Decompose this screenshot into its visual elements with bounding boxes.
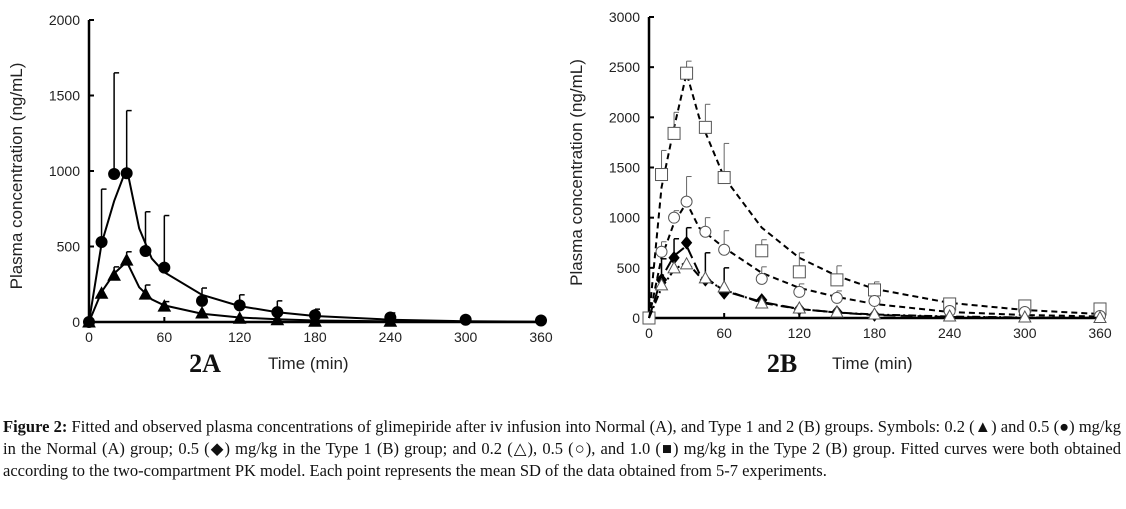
data-point-circle [535, 314, 547, 327]
y-tick-label: 2000 [609, 109, 640, 125]
data-point-triangle [195, 305, 209, 319]
y-tick-label: 1500 [609, 160, 640, 176]
data-point-circle [108, 168, 121, 181]
y-tick-label: 0 [72, 314, 80, 330]
x-tick-label: 0 [645, 325, 653, 341]
data-point-circle [139, 245, 152, 258]
data-point-circle [120, 167, 133, 180]
data-point-square [698, 120, 712, 134]
data-point-square [667, 126, 681, 140]
data-point-square [830, 273, 844, 287]
data-point-circle [668, 211, 681, 224]
panel-label: 2B [767, 349, 797, 378]
data-point-square [755, 244, 769, 258]
x-tick-label: 60 [157, 329, 173, 345]
data-point-triangle [308, 314, 322, 327]
data-point-triangle [138, 287, 153, 300]
data-point-circle [793, 285, 806, 298]
x-axis-label: Time (min) [268, 354, 349, 373]
data-point-triangle [270, 312, 285, 326]
y-tick-label: 0 [632, 310, 640, 326]
data-point-triangle [94, 286, 109, 299]
x-tick-label: 300 [454, 329, 478, 345]
data-point-circle [718, 243, 731, 256]
y-tick-label: 1000 [609, 210, 640, 226]
data-point-square [680, 66, 694, 80]
fitted-curve [648, 72, 1101, 319]
data-point-circle [233, 299, 246, 312]
y-axis-label: Plasma concentration (ng/mL) [7, 63, 26, 290]
fitted-curve [88, 164, 542, 323]
data-point-triangle [82, 314, 96, 328]
y-tick-label: 500 [617, 260, 641, 276]
data-point-triangle [698, 270, 713, 284]
y-tick-label: 1000 [49, 163, 80, 179]
data-point-triangle [754, 295, 769, 309]
data-point-square [717, 171, 731, 185]
data-point-triangle [942, 308, 957, 322]
x-tick-label: 360 [529, 329, 553, 345]
x-tick-label: 240 [938, 325, 962, 341]
data-point-circle [655, 245, 668, 258]
x-tick-label: 240 [379, 329, 403, 345]
x-tick-label: 180 [303, 329, 327, 345]
x-tick-label: 0 [85, 329, 93, 345]
caption-text: Fitted and observed plasma concentration… [3, 417, 1121, 480]
data-point-circle [680, 195, 693, 208]
data-point-circle [196, 294, 208, 307]
panel-label: 2A [189, 349, 221, 378]
x-tick-label: 360 [1088, 325, 1112, 341]
data-point-triangle [157, 299, 172, 312]
data-point-square [655, 168, 669, 182]
y-tick-label: 2000 [49, 12, 80, 28]
caption-label: Figure 2: [3, 417, 68, 436]
data-point-circle [830, 291, 843, 304]
y-tick-label: 1500 [49, 88, 80, 104]
x-tick-label: 180 [863, 325, 887, 341]
y-tick-label: 2500 [609, 59, 640, 75]
fitted-curve [88, 259, 542, 323]
data-point-triangle [232, 311, 247, 324]
y-axis-label: Plasma concentration (ng/mL) [567, 59, 586, 286]
data-point-triangle [830, 304, 844, 318]
data-point-circle [755, 272, 768, 285]
data-point-circle [95, 235, 108, 248]
y-tick-label: 3000 [609, 9, 640, 25]
data-point-triangle [667, 260, 681, 274]
data-point-triangle [792, 300, 807, 314]
data-point-circle [699, 225, 712, 238]
chart-2a: 0 500 1000 1500 2000 0 60 120 180 240 300 360 Plasma… [7, 12, 553, 378]
data-point-circle [158, 261, 171, 274]
data-point-triangle [679, 256, 694, 270]
data-point-square [868, 283, 881, 297]
data-point-triangle [654, 277, 669, 291]
data-point-circle [459, 313, 472, 326]
x-axis-label: Time (min) [832, 354, 913, 373]
data-point-triangle [119, 253, 134, 266]
x-tick-label: 300 [1013, 325, 1037, 341]
data-point-triangle [1017, 309, 1032, 323]
figure-caption: Figure 2: Fitted and observed plasma con… [3, 416, 1121, 482]
data-point-triangle [717, 279, 732, 293]
data-point-diamond [680, 235, 693, 250]
x-tick-label: 60 [716, 325, 732, 341]
x-tick-label: 120 [788, 325, 812, 341]
data-point-circle [868, 294, 881, 307]
data-point-triangle [383, 314, 398, 327]
y-tick-label: 500 [57, 239, 81, 255]
chart-2b: 0 500 1000 1500 2000 2500 3000 0 60 120 180 240 300 3… [567, 9, 1112, 378]
data-point-square [792, 265, 806, 279]
data-point-triangle [1093, 310, 1107, 323]
data-point-triangle [107, 268, 121, 281]
x-tick-label: 120 [228, 329, 252, 345]
data-point-triangle [867, 306, 882, 320]
